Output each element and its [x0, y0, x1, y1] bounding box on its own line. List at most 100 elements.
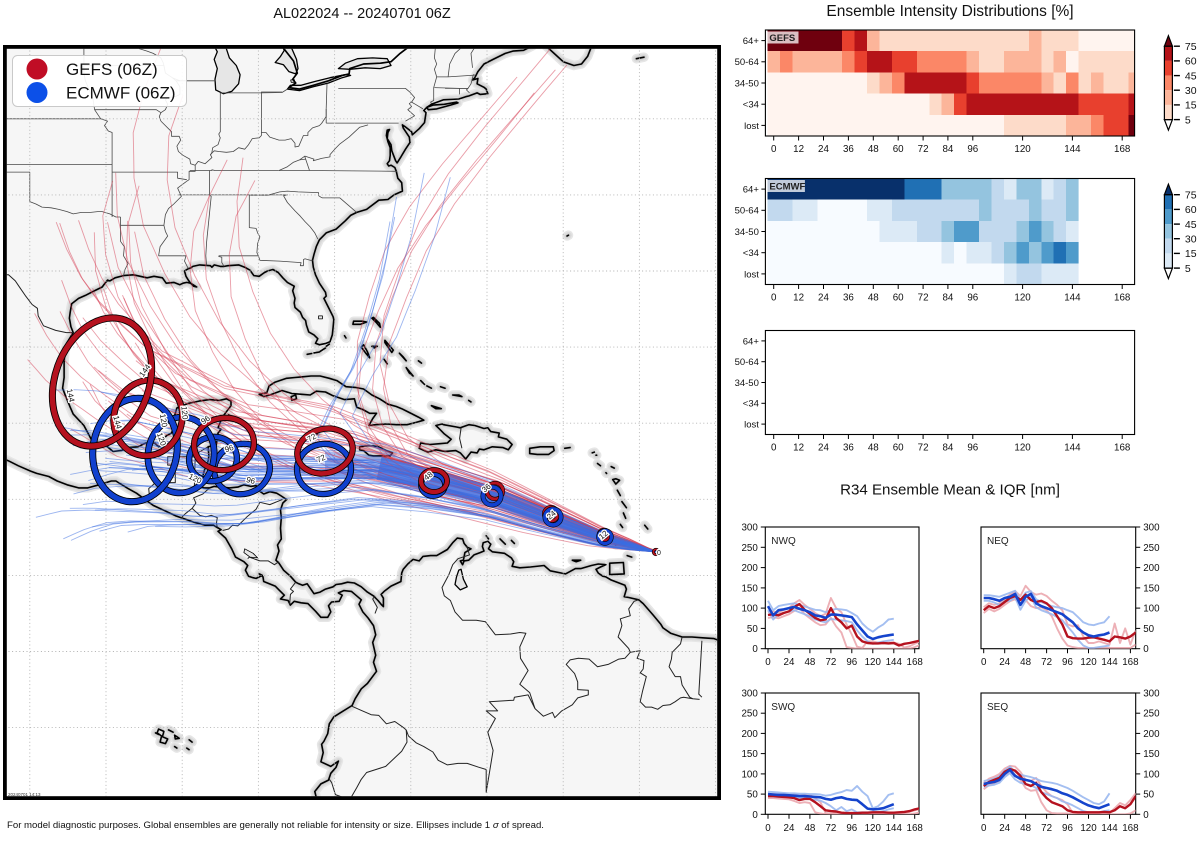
svg-text:120: 120: [158, 413, 169, 428]
svg-text:<34: <34: [743, 100, 759, 111]
svg-text:50: 50: [1143, 790, 1154, 801]
svg-text:96: 96: [846, 823, 857, 834]
svg-text:48: 48: [804, 823, 815, 834]
svg-text:48: 48: [804, 657, 815, 668]
svg-text:For model diagnostic purposes.: For model diagnostic purposes. Global en…: [7, 820, 544, 831]
svg-text:144: 144: [1101, 657, 1118, 668]
svg-text:200: 200: [741, 563, 758, 574]
svg-text:SWQ: SWQ: [771, 702, 795, 713]
svg-text:lost: lost: [744, 269, 759, 280]
svg-text:96: 96: [967, 443, 978, 454]
svg-text:84: 84: [942, 293, 953, 304]
svg-text:24: 24: [784, 823, 795, 834]
svg-text:250: 250: [1143, 709, 1160, 720]
svg-text:lost: lost: [744, 420, 759, 431]
svg-text:144: 144: [1064, 443, 1081, 454]
svg-text:200: 200: [1143, 729, 1160, 740]
svg-text:120: 120: [865, 657, 882, 668]
svg-text:48: 48: [868, 443, 879, 454]
svg-text:300: 300: [1143, 523, 1160, 534]
svg-text:72: 72: [825, 823, 836, 834]
svg-text:75: 75: [1185, 190, 1197, 202]
svg-text:0: 0: [657, 550, 661, 557]
svg-text:15: 15: [1185, 100, 1197, 112]
svg-text:96: 96: [1062, 657, 1073, 668]
svg-text:168: 168: [1122, 657, 1139, 668]
svg-text:24: 24: [999, 823, 1010, 834]
svg-text:120: 120: [179, 406, 189, 421]
svg-text:50-64: 50-64: [735, 57, 759, 68]
svg-text:Ensemble Intensity Distributio: Ensemble Intensity Distributions [%]: [826, 3, 1073, 20]
svg-text:168: 168: [1122, 823, 1139, 834]
svg-text:0: 0: [1143, 810, 1149, 821]
svg-text:0: 0: [765, 823, 771, 834]
svg-text:0: 0: [771, 293, 777, 304]
svg-text:0: 0: [771, 144, 777, 155]
svg-text:120: 120: [1080, 823, 1097, 834]
svg-text:34-50: 34-50: [735, 378, 759, 389]
svg-text:144: 144: [1064, 144, 1081, 155]
svg-text:50-64: 50-64: [735, 206, 759, 217]
svg-text:150: 150: [741, 749, 758, 760]
svg-text:168: 168: [1114, 293, 1131, 304]
svg-text:120: 120: [1014, 293, 1031, 304]
svg-text:96: 96: [846, 657, 857, 668]
svg-text:72: 72: [1041, 823, 1052, 834]
svg-text:GEFS (06Z): GEFS (06Z): [66, 60, 158, 79]
svg-text:120: 120: [158, 413, 169, 428]
svg-text:48: 48: [868, 293, 879, 304]
svg-text:100: 100: [741, 604, 758, 615]
svg-text:64+: 64+: [743, 36, 760, 47]
svg-text:120: 120: [865, 823, 882, 834]
svg-text:72: 72: [918, 293, 929, 304]
svg-text:R34 Ensemble Mean & IQR [nm]: R34 Ensemble Mean & IQR [nm]: [840, 482, 1060, 499]
svg-text:60: 60: [1185, 56, 1197, 68]
svg-text:12: 12: [793, 293, 804, 304]
svg-text:48: 48: [1020, 823, 1031, 834]
svg-text:30: 30: [1185, 85, 1197, 97]
svg-text:300: 300: [1143, 689, 1160, 700]
svg-text:45: 45: [1185, 70, 1197, 82]
svg-text:<34: <34: [743, 248, 759, 259]
svg-text:72: 72: [918, 144, 929, 155]
svg-text:120: 120: [155, 431, 168, 447]
svg-text:0: 0: [765, 657, 771, 668]
svg-text:144: 144: [65, 388, 77, 403]
svg-text:300: 300: [741, 689, 758, 700]
svg-text:50-64: 50-64: [735, 357, 759, 368]
svg-text:72: 72: [918, 443, 929, 454]
svg-text:150: 150: [741, 583, 758, 594]
svg-text:48: 48: [1020, 657, 1031, 668]
svg-text:45: 45: [1185, 219, 1197, 231]
svg-text:5: 5: [1185, 114, 1191, 126]
svg-text:NEQ: NEQ: [987, 536, 1009, 547]
svg-text:168: 168: [1114, 144, 1131, 155]
svg-text:64+: 64+: [743, 185, 760, 196]
svg-text:36: 36: [843, 293, 854, 304]
svg-text:24: 24: [784, 657, 795, 668]
svg-text:84: 84: [942, 443, 953, 454]
svg-text:84: 84: [942, 144, 953, 155]
svg-text:144: 144: [111, 415, 123, 431]
svg-text:96: 96: [1062, 823, 1073, 834]
svg-text:100: 100: [741, 769, 758, 780]
svg-text:144: 144: [65, 388, 77, 403]
svg-text:72: 72: [1041, 657, 1052, 668]
svg-text:12: 12: [793, 144, 804, 155]
svg-text:48: 48: [868, 144, 879, 155]
svg-text:5: 5: [1185, 263, 1191, 275]
svg-text:36: 36: [843, 443, 854, 454]
svg-text:120: 120: [1014, 443, 1031, 454]
svg-text:34-50: 34-50: [735, 227, 759, 238]
svg-text:144: 144: [1064, 293, 1081, 304]
svg-text:96: 96: [245, 475, 256, 486]
svg-text:144: 144: [1101, 823, 1118, 834]
svg-text:24: 24: [818, 293, 829, 304]
svg-text:100: 100: [1143, 604, 1160, 615]
svg-text:75: 75: [1185, 41, 1197, 53]
svg-text:0: 0: [752, 644, 758, 655]
svg-text:0: 0: [771, 443, 777, 454]
svg-text:24: 24: [999, 657, 1010, 668]
svg-text:SEQ: SEQ: [987, 702, 1008, 713]
svg-text:50: 50: [747, 624, 758, 635]
